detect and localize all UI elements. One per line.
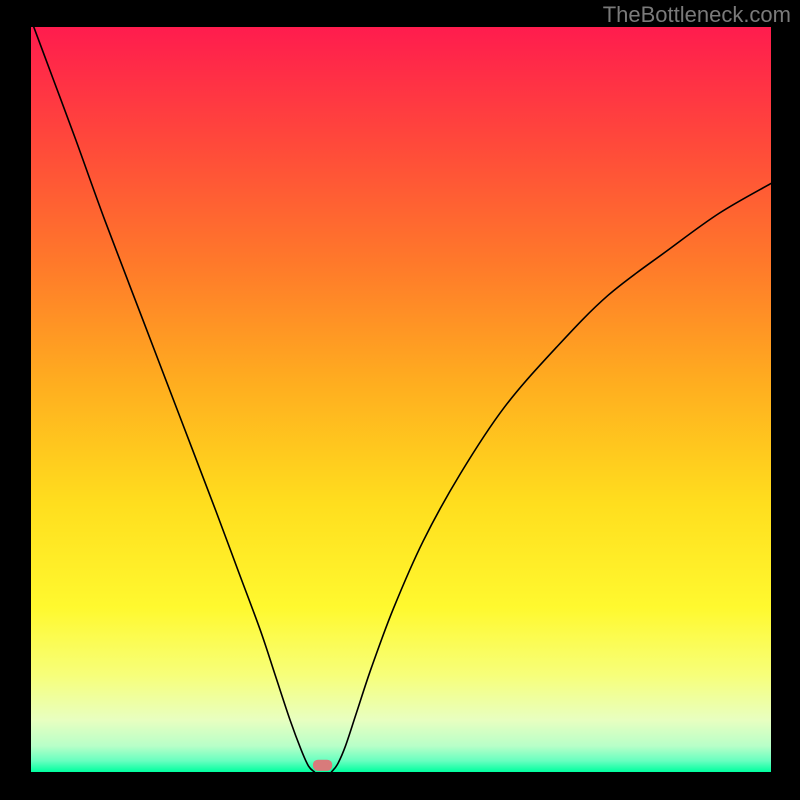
- watermark-text: TheBottleneck.com: [603, 2, 791, 28]
- plot-background: [31, 27, 771, 772]
- bottleneck-chart: [0, 0, 800, 800]
- optimal-marker: [313, 760, 332, 771]
- figure-container: TheBottleneck.com: [0, 0, 800, 800]
